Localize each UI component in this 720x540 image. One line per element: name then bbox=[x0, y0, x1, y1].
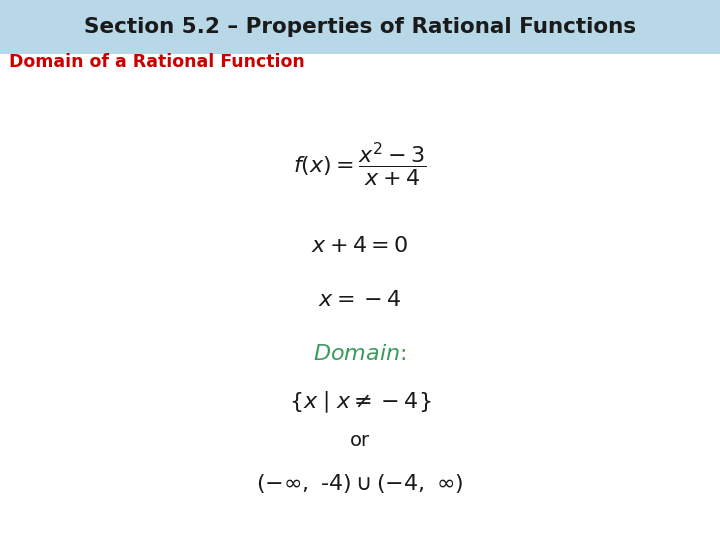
Text: $(-\infty,\ \text{-4}) \cup (-4,\ \infty)$: $(-\infty,\ \text{-4}) \cup (-4,\ \infty… bbox=[256, 472, 464, 495]
FancyBboxPatch shape bbox=[0, 0, 720, 54]
Text: or: or bbox=[350, 430, 370, 450]
Text: Section 5.2 – Properties of Rational Functions: Section 5.2 – Properties of Rational Fun… bbox=[84, 17, 636, 37]
Text: Domain of a Rational Function: Domain of a Rational Function bbox=[9, 53, 305, 71]
Text: $\{x \mid x \neq -4\}$: $\{x \mid x \neq -4\}$ bbox=[289, 390, 431, 415]
Text: $x = -4$: $x = -4$ bbox=[318, 289, 402, 310]
Text: $f(x) = \dfrac{x^2-3}{x+4}$: $f(x) = \dfrac{x^2-3}{x+4}$ bbox=[293, 140, 427, 189]
Text: $\it{Domain}$:: $\it{Domain}$: bbox=[313, 343, 407, 364]
Text: $x + 4 = 0$: $x + 4 = 0$ bbox=[311, 235, 409, 256]
